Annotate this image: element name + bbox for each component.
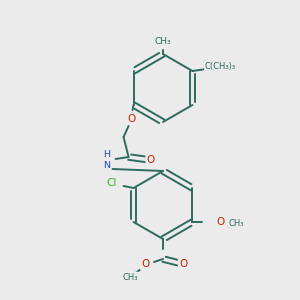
Text: CH₃: CH₃: [155, 37, 171, 46]
Text: O: O: [141, 259, 149, 269]
Text: O: O: [128, 114, 136, 124]
Text: C(CH₃)₃: C(CH₃)₃: [205, 61, 236, 70]
Text: CH₃: CH₃: [122, 272, 138, 281]
Text: CH₃: CH₃: [229, 220, 244, 229]
Text: O: O: [179, 259, 187, 269]
Text: Cl: Cl: [106, 178, 117, 188]
Text: O: O: [216, 217, 225, 227]
Text: O: O: [146, 155, 155, 165]
Text: H
N: H N: [103, 150, 110, 170]
